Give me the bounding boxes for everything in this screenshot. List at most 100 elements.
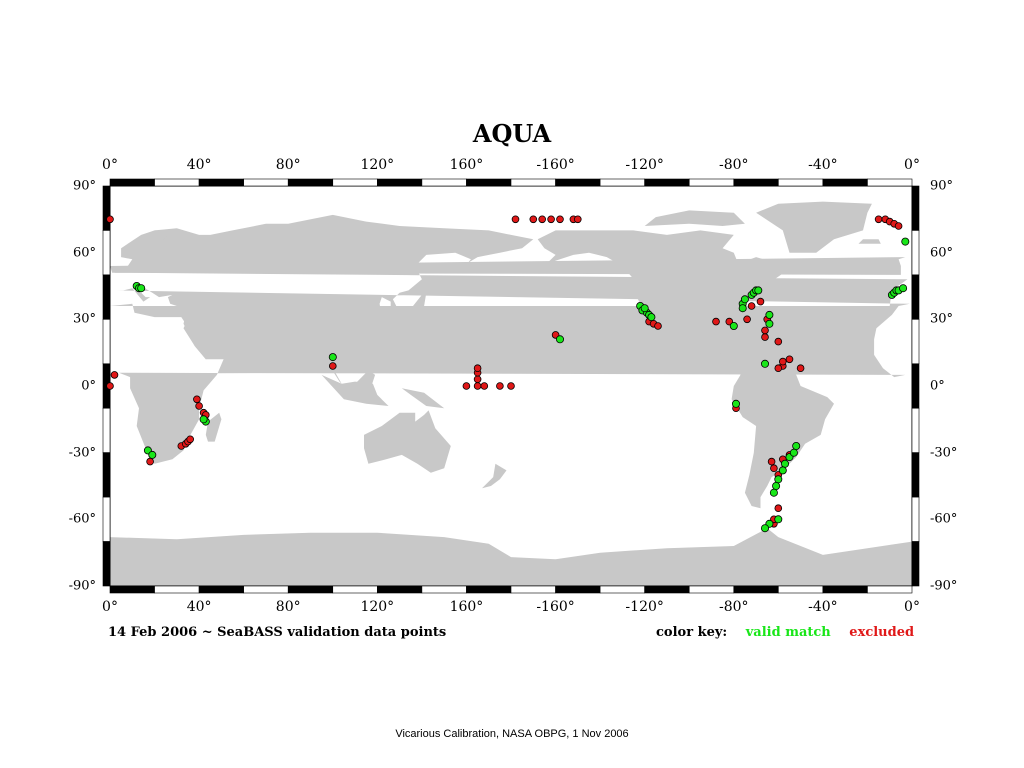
right-lat-tick-label: -90° [930, 578, 958, 594]
excluded-point [195, 402, 203, 410]
bottom-scale-segment [733, 585, 779, 594]
map-title: AQUA [472, 119, 552, 148]
color-key: color key: valid match excluded [656, 625, 928, 640]
borneo-landmass [352, 370, 376, 393]
bottom-scale-segment [421, 585, 467, 594]
british-isles-landmass [110, 257, 906, 275]
left-lat-tick-label: -60° [68, 511, 96, 527]
valid-point [769, 488, 778, 497]
left-scale-segment [102, 185, 111, 231]
valid-point [328, 353, 337, 362]
bottom-scale-segment [332, 585, 378, 594]
excluded-point [743, 315, 751, 324]
right-scale-segment [911, 319, 920, 365]
bottom-scale-segment [822, 585, 868, 594]
valid-point [901, 237, 910, 246]
top-scale-segment [688, 178, 735, 187]
bottom-lon-tick-label: 0° [102, 599, 118, 615]
new-zealand-landmass [482, 463, 507, 489]
excluded-point [761, 326, 769, 335]
excluded-point [547, 215, 555, 224]
excluded-point [473, 364, 482, 373]
excluded-point [747, 302, 756, 310]
right-scale-segment [911, 496, 920, 542]
excluded-point [756, 297, 765, 306]
left-scale-segment [102, 452, 111, 498]
right-lat-tick-label: 30° [930, 311, 954, 327]
top-scale-segment [778, 178, 824, 187]
valid-point [778, 466, 787, 475]
excluded-point [146, 457, 154, 466]
right-lat-tick-label: 60° [930, 245, 954, 261]
valid-point [647, 313, 656, 322]
excluded-point [767, 457, 776, 466]
top-scale-segment [154, 178, 200, 187]
top-scale-segment [510, 178, 556, 187]
right-lat-tick-label: 0° [930, 378, 945, 394]
right-lat-tick-label: 90° [930, 178, 954, 194]
top-lon-tick-label: 80° [275, 157, 301, 173]
left-lat-tick-label: 30° [72, 311, 96, 327]
bottom-scale-segment [510, 585, 556, 594]
madagascar-landmass [205, 412, 222, 442]
figure-caption: 14 Feb 2006 ~ SeaBASS validation data po… [108, 625, 447, 640]
bottom-lon-tick-label: 120° [360, 599, 395, 615]
right-scale-segment [911, 230, 920, 276]
right-lat-tick-label: -60° [930, 511, 958, 527]
top-scale-segment [644, 178, 690, 187]
left-lat-tick-label: 0° [81, 378, 96, 394]
valid-point [199, 415, 208, 424]
right-scale-segment [911, 363, 920, 409]
bottom-scale-segment [377, 585, 423, 594]
bottom-scale-segment [644, 585, 690, 594]
bottom-scale-segment [555, 585, 601, 594]
excluded-point [785, 355, 794, 364]
top-lon-tick-label: -120° [625, 157, 664, 173]
bottom-scale-segment [466, 585, 512, 594]
right-scale-segment [911, 541, 920, 587]
valid-point [761, 359, 770, 368]
top-lon-tick-label: 40° [186, 157, 212, 173]
right-lat-tick-label: -30° [930, 445, 958, 461]
bottom-scale-segment [287, 585, 334, 594]
valid-point [732, 399, 741, 408]
indonesia-landmass [321, 374, 389, 406]
top-scale-segment [867, 178, 913, 187]
japan-landmass [399, 288, 433, 318]
australia-landmass [364, 410, 451, 473]
top-scale-segment [109, 178, 155, 187]
excluded-point [473, 382, 482, 390]
valid-point [772, 481, 781, 490]
excluded-point [511, 215, 520, 224]
top-scale-segment [599, 178, 645, 187]
land-masses [110, 201, 912, 586]
south-america-landmass [731, 359, 834, 509]
left-scale-segment [102, 407, 111, 453]
top-lon-tick-label: 160° [449, 157, 484, 173]
excluded-point [529, 215, 538, 224]
excluded-point [106, 382, 114, 390]
bottom-lon-tick-label: -160° [536, 599, 575, 615]
valid-point [761, 524, 770, 533]
top-lon-tick-label: -80° [718, 157, 749, 173]
excluded-point [894, 222, 903, 230]
valid-point [899, 284, 908, 293]
footer-text: Vicarious Calibration, NASA OBPG, 1 Nov … [395, 728, 629, 740]
left-scale-segment [102, 496, 111, 542]
valid-point [792, 441, 801, 450]
excluded-point [774, 364, 783, 373]
bottom-scale-segment [778, 585, 824, 594]
bottom-lon-tick-label: 40° [186, 599, 212, 615]
valid-point [774, 515, 783, 524]
bottom-lon-tick-label: 0° [904, 599, 920, 615]
color-key-valid: valid match [745, 625, 831, 640]
top-scale-segment [555, 178, 601, 187]
excluded-point [328, 362, 337, 370]
bottom-scale-segment [154, 585, 200, 594]
color-key-excluded: excluded [849, 625, 915, 640]
bottom-scale-segment [109, 585, 155, 594]
valid-point [738, 304, 747, 313]
color-key-label: color key: [656, 625, 728, 640]
excluded-point [193, 395, 201, 404]
excluded-point [480, 382, 489, 390]
